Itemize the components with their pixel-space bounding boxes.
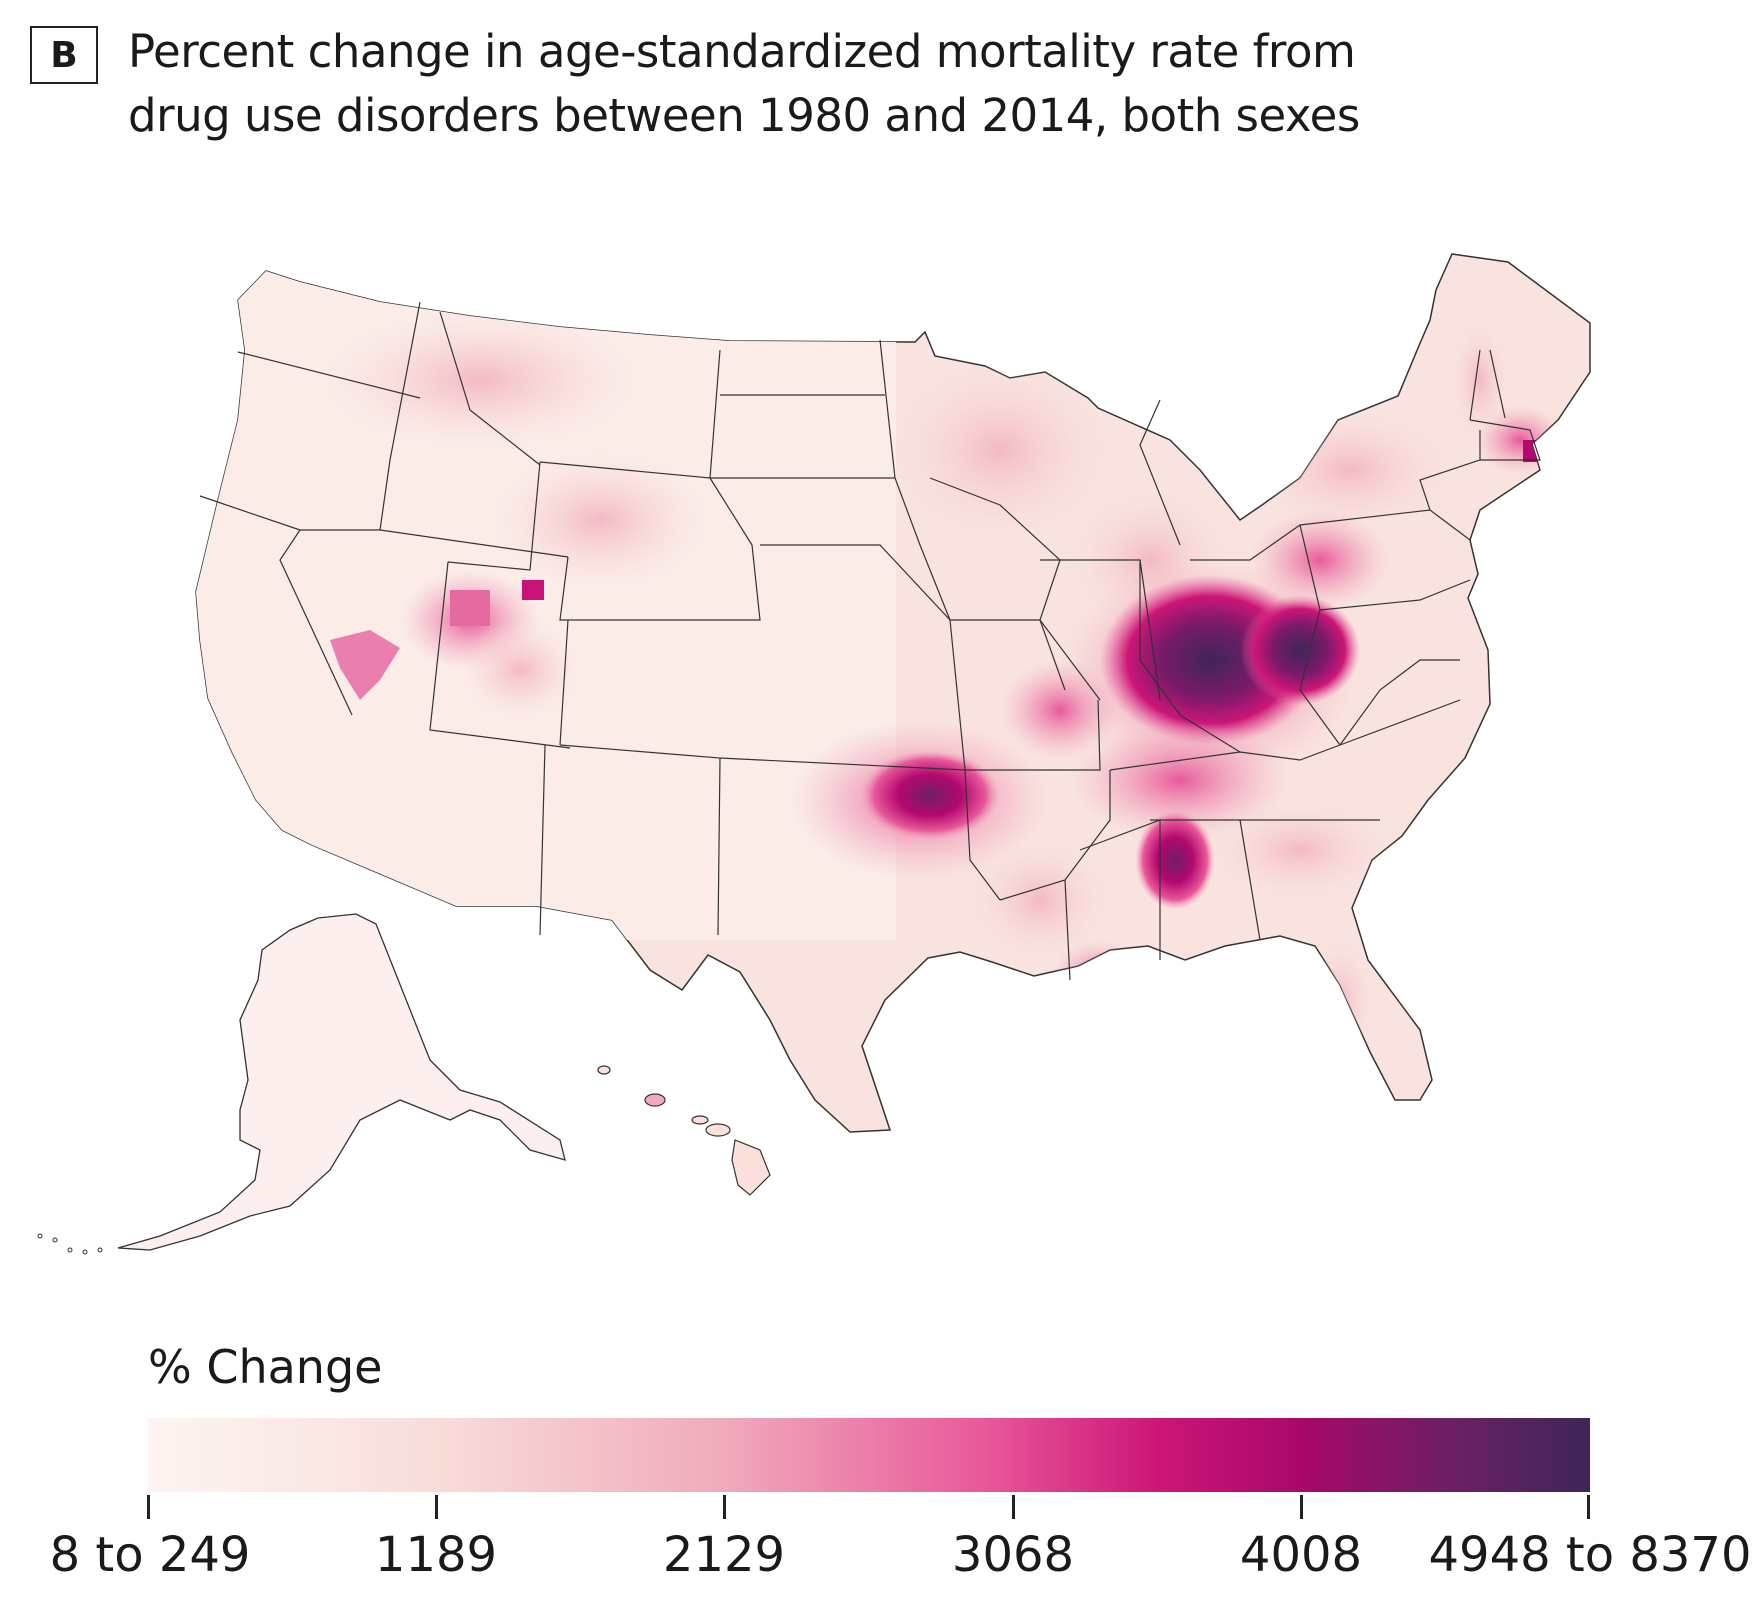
- legend-tick-label: 2129: [662, 1527, 786, 1583]
- state-borders: [199, 301, 1541, 981]
- legend-tick: [1587, 1495, 1590, 1519]
- alaska: [117, 913, 566, 1251]
- panel-letter: B: [30, 26, 98, 84]
- figure-title: Percent change in age-standardized morta…: [128, 20, 1508, 148]
- legend-tick: [147, 1495, 150, 1519]
- legend-tick-label-min: 8 to 249: [49, 1527, 251, 1583]
- figure-title-line-2: drug use disorders between 1980 and 2014…: [128, 89, 1360, 142]
- figure-title-line-1: Percent change in age-standardized morta…: [128, 25, 1356, 78]
- hawaii: [597, 1065, 771, 1196]
- legend-tick-label: 1189: [374, 1527, 498, 1583]
- legend-tick: [1012, 1495, 1015, 1519]
- legend-tick-label-max: 4948 to 8370: [1428, 1527, 1752, 1583]
- legend-tick: [1300, 1495, 1303, 1519]
- us-choropleth-map: [37, 253, 1591, 1255]
- legend-tick: [723, 1495, 726, 1519]
- choropleth-shading: [196, 254, 1565, 1060]
- legend-color-bar: [148, 1418, 1590, 1492]
- legend-tick-label: 4008: [1239, 1527, 1363, 1583]
- legend-title: % Change: [148, 1340, 383, 1394]
- legend-tick-label: 3068: [951, 1527, 1075, 1583]
- legend-tick: [435, 1495, 438, 1519]
- aleutian-islands: [37, 1233, 103, 1255]
